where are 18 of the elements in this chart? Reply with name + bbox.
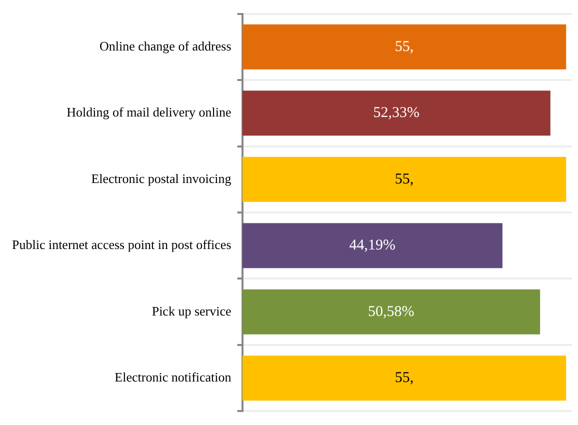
bar [242,24,566,70]
y-tick-label: Pick up service [152,303,232,318]
bar [242,156,566,202]
bar [242,223,502,268]
y-tick-label: Electronic notification [114,370,232,385]
data-label: 55, [394,38,414,55]
data-label: 55, [394,171,414,188]
y-tick-label: Holding of mail delivery online [66,104,232,120]
data-label: 50,58% [368,304,414,320]
data-label: 55, [394,370,414,386]
y-tick-label: Electronic postal invoicing [91,170,232,186]
y-tick-label: Online change of address [100,38,232,54]
data-label: 52,33% [373,105,420,122]
y-tick-label: Public internet access point in post offices [12,237,232,252]
data-label: 44,19% [349,238,396,254]
bar [242,289,540,334]
bar [242,90,550,136]
bar [242,356,566,401]
